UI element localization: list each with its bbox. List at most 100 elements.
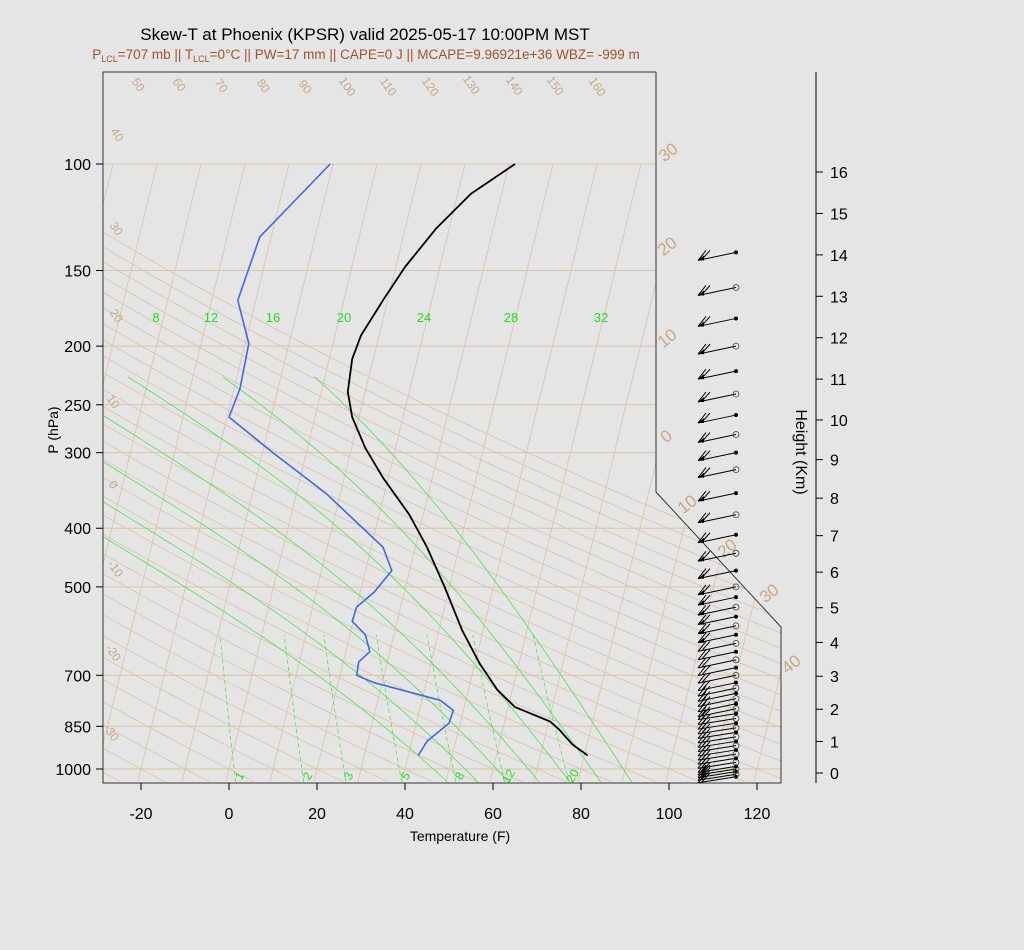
dry-adiabat-line: [103, 163, 612, 783]
wind-barb-tick: [697, 665, 707, 676]
height-tick-label: 15: [830, 206, 848, 223]
mixing-ratio-label: 5: [398, 769, 414, 782]
dry-adiabat-line: [103, 163, 781, 783]
wind-barb-dot: [734, 369, 738, 374]
dry-adiabat-line: [103, 163, 478, 783]
wind-barb-circle: [732, 639, 740, 647]
dewpoint-profile: [228, 163, 455, 756]
dry-adiabat-line: [103, 163, 300, 783]
dry-adiabat-line: [103, 163, 255, 783]
wind-barb-staff: [697, 616, 737, 626]
wind-barb-staff: [697, 753, 737, 761]
wind-barb-tick: [697, 769, 707, 781]
moist-adiabat-line: [103, 376, 509, 783]
wind-barb-tick: [697, 632, 707, 644]
wind-barb-tick: [701, 769, 711, 780]
wind-barb-circle: [732, 622, 740, 630]
dry-adiabat-line: [103, 163, 781, 783]
dry-adiabat-line: [103, 163, 781, 783]
wind-barb-staff: [697, 414, 737, 424]
wind-barb-tick: [701, 706, 711, 717]
isotherm-line: [842, 164, 993, 782]
wind-barb-circle: [732, 695, 740, 703]
wind-barb-tick: [697, 614, 707, 625]
isotherm-line: [974, 164, 1024, 782]
wind-barb-staff: [697, 570, 737, 580]
moist-adiabat-label: 32: [594, 310, 608, 325]
y-tick-label: 250: [64, 398, 91, 415]
wind-barb-tick: [701, 672, 711, 683]
isobar-lines: [103, 163, 781, 770]
wind-barb-dot: [734, 450, 738, 455]
isotherm-label: 20: [654, 233, 681, 260]
y-axis-label: P (hPa): [45, 406, 61, 453]
height-tick-label: 7: [830, 529, 839, 546]
wind-barb: [697, 691, 738, 702]
dry-adiabat-lines: [0, 163, 781, 783]
wind-barb: [697, 622, 740, 635]
wind-barb: [697, 649, 738, 661]
mixing-ratio-label: 20: [563, 766, 582, 785]
plcl-symbol: P: [92, 47, 101, 62]
wind-barb-staff: [697, 606, 737, 616]
height-tick-label: 6: [830, 565, 839, 582]
x-tick-label: 100: [656, 806, 683, 823]
y-tick-label: 100: [64, 157, 91, 174]
wind-barb-staff: [697, 703, 737, 713]
wind-barb-staff: [697, 687, 737, 697]
wind-barbs: [697, 250, 740, 784]
x-tick-label: 20: [308, 806, 326, 823]
wind-barb-staff: [697, 514, 737, 524]
wind-barb-staff: [697, 749, 737, 757]
moist-adiabat-label: 12: [204, 310, 218, 325]
wind-barb-staff: [697, 713, 737, 721]
wind-barb-staff: [697, 722, 737, 730]
dry-adiabat-line: [0, 164, 76, 782]
dry-adiabat-line: [103, 163, 567, 783]
wind-barb-tick: [697, 316, 707, 327]
wind-barb-staff: [697, 634, 737, 644]
wind-barb-circle: [732, 705, 740, 713]
isotherm-line: [930, 164, 1024, 782]
isotherm-lines: [103, 163, 1024, 782]
dry-adiabat-label: 80: [254, 76, 273, 95]
wind-barb-circle: [732, 284, 740, 291]
wind-barb-circle: [732, 603, 740, 611]
isotherm-line: [709, 163, 781, 782]
isotherm-line: [103, 163, 158, 782]
plcl-value: =707 mb ||: [118, 47, 185, 62]
dry-adiabat-line: [103, 163, 781, 783]
wind-barb-tick: [701, 657, 711, 668]
wind-barb-tick: [697, 641, 707, 652]
dry-adiabat-label: 150: [544, 73, 567, 98]
moist-adiabat-line: [314, 376, 633, 783]
wind-barb-tick: [701, 772, 711, 783]
wind-barb-tick: [697, 368, 707, 380]
wind-barb-circle: [732, 511, 740, 519]
wind-barb-staff: [697, 727, 737, 735]
wind-barb-flag: [698, 397, 704, 403]
height-tick-label: 10: [830, 413, 848, 430]
isotherm-line: [225, 163, 378, 782]
isotherm-line: [103, 163, 114, 782]
wind-barb-dot: [734, 739, 738, 744]
wind-barb-tick: [697, 685, 707, 697]
wind-barb-flag: [698, 637, 704, 643]
wind-barb-tick: [697, 672, 707, 684]
wind-barb-flag: [698, 349, 704, 355]
isotherm-line: [357, 163, 510, 782]
height-tick-label: 0: [830, 766, 839, 783]
wind-barb-dot: [734, 691, 738, 696]
dry-adiabat-line: [103, 163, 389, 783]
wind-barb: [697, 594, 738, 606]
wind-barb-tick: [697, 568, 707, 579]
dry-adiabat-line: [103, 163, 701, 783]
wind-barb-staff: [697, 717, 737, 725]
height-axis-label: Height (Km): [792, 409, 809, 494]
wind-barb-tick: [697, 450, 707, 461]
dry-adiabat-label: 90: [296, 77, 315, 96]
moist-adiabat-line: [222, 376, 602, 783]
wind-barb-tick: [697, 512, 707, 524]
moist-adiabat-lines: [103, 376, 633, 783]
